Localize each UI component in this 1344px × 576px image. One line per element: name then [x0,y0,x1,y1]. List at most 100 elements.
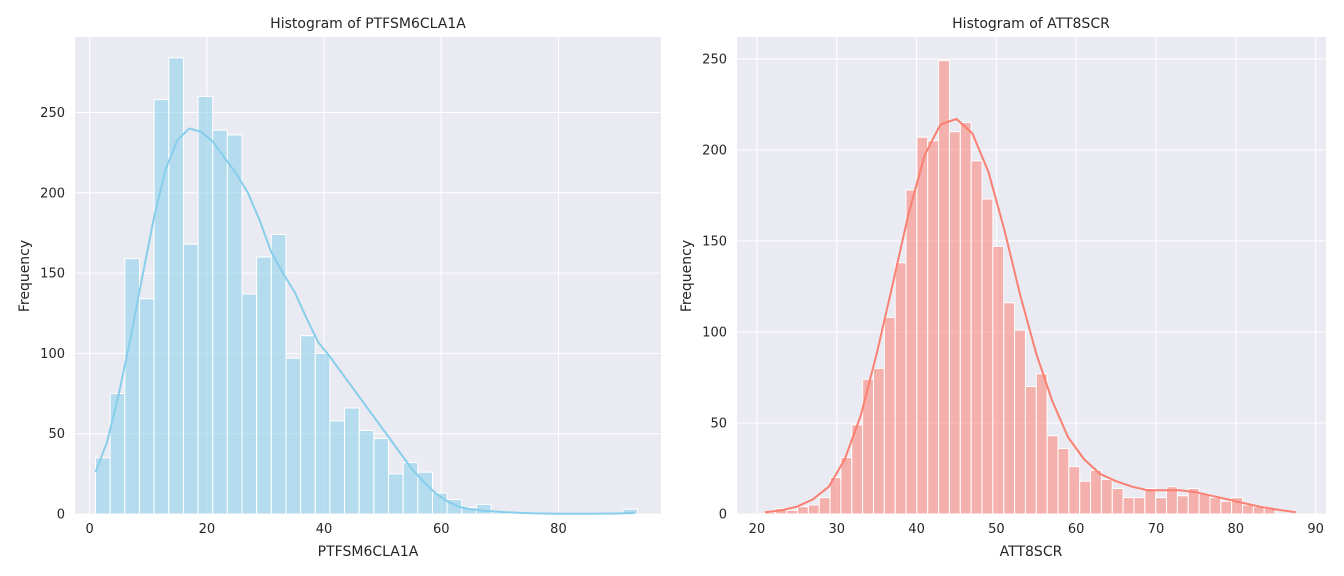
chart-title: Histogram of ATT8SCR [952,16,1110,32]
x-axis-title: ATT8SCR [1000,544,1063,560]
histogram-bar [1014,329,1026,515]
x-tick-label: 60 [1068,522,1085,537]
histogram-bar [872,367,885,515]
y-tick-label: 50 [710,416,727,431]
histogram-bar [270,234,287,515]
histogram-bar [938,60,950,515]
histogram-bar [373,438,390,515]
y-axis-title: Frequency [17,240,33,312]
histogram-bar [948,131,961,515]
histogram-bar [358,429,375,515]
y-tick-label: 0 [57,508,65,523]
histogram-bar [970,160,983,515]
histogram-bar [212,129,228,515]
histogram-bar [1220,500,1233,515]
x-tick-label: 20 [199,522,216,537]
histogram-bar [1068,466,1081,515]
histogram-bar [894,262,907,515]
histogram-bar [1024,386,1037,515]
histogram-bar [1133,497,1146,515]
histogram-bar [300,335,316,515]
histogram-bar [1079,480,1092,515]
histogram-bar [226,134,243,515]
histogram-bar [1100,478,1113,515]
y-tick-labels: 0 50 100 150 200 250 [702,52,727,522]
histogram-bar [1003,302,1016,515]
histogram-bar [344,407,360,515]
histogram-bar [818,497,831,515]
histogram-bar [1176,495,1189,515]
chart-title: Histogram of PTFSM6CLA1A [270,16,466,32]
histogram-bar [402,462,419,515]
histogram-bar [388,473,404,515]
y-tick-label: 150 [40,267,65,282]
histogram-bar [109,393,126,515]
histogram-bar [959,122,972,515]
histogram-bar [124,258,140,515]
y-tick-label: 150 [702,234,727,249]
y-tick-label: 250 [702,52,727,67]
x-tick-label: 50 [988,522,1005,537]
y-tick-label: 0 [719,508,727,523]
histogram-bar [927,140,940,515]
x-tick-label: 70 [1148,522,1165,537]
x-tick-label: 60 [433,522,450,537]
histogram-bar [314,352,331,515]
kde-curve [94,127,635,515]
x-tick-label: 40 [316,522,333,537]
y-tick-label: 200 [40,186,65,201]
histogram-bar [329,420,346,515]
histogram-bar [197,95,214,515]
chart-ptfsm6cla1a: 0 20 40 60 80 0 50 100 150 200 250 Histogram of P… [17,16,661,560]
histogram-bar [1155,497,1168,515]
histogram-bar [256,256,272,515]
histogram-bar [905,189,918,515]
histogram-bar [285,357,302,515]
x-tick-label: 30 [828,522,845,537]
x-tick-label: 40 [908,522,925,537]
kde-curve [764,117,1296,514]
chart-att8scr: 20 30 40 50 60 70 80 90 0 50 100 150 200 250 Histogr… [679,16,1326,560]
x-tick-label: 80 [550,522,567,537]
histogram-bar [1035,373,1048,515]
histogram-bar [992,245,1005,515]
histogram-bar [807,504,820,515]
histogram-bar [475,503,492,515]
y-tick-label: 50 [48,427,65,442]
histogram-bar [1198,493,1211,515]
x-tick-labels: 20 30 40 50 60 70 80 90 [749,522,1324,537]
x-axis-title: PTFSM6CLA1A [318,544,419,560]
histogram-bar [1242,504,1254,515]
histogram-bar [796,506,809,515]
histogram-bar [840,457,853,515]
histogram-bar [138,298,155,515]
x-tick-label: 20 [749,522,766,537]
histogram-bar [1090,469,1102,515]
histogram-bars [95,57,639,515]
x-tick-labels: 0 20 40 60 80 [86,522,567,537]
histogram-bar [182,243,199,515]
histogram-bar [981,198,994,515]
y-axis-title: Frequency [679,240,695,312]
x-tick-label: 90 [1307,522,1324,537]
histogram-bar [1122,497,1135,515]
histogram-bar [241,293,258,515]
histogram-bar [883,316,896,515]
histogram-bar [1144,488,1157,515]
histogram-bar [1057,447,1070,515]
histogram-bar [916,136,929,515]
histogram-bar [1209,497,1222,515]
histogram-bars [764,60,1276,515]
x-tick-label: 0 [86,522,94,537]
histogram-bar [1111,488,1124,515]
y-tick-label: 250 [40,106,65,121]
histogram-bar [168,57,184,515]
y-tick-label: 200 [702,143,727,158]
histogram-bar [153,99,170,515]
y-tick-label: 100 [40,347,65,362]
histogram-bar [1046,435,1059,515]
y-tick-labels: 0 50 100 150 200 250 [40,106,65,523]
x-tick-label: 80 [1228,522,1245,537]
histogram-bar [786,509,798,515]
